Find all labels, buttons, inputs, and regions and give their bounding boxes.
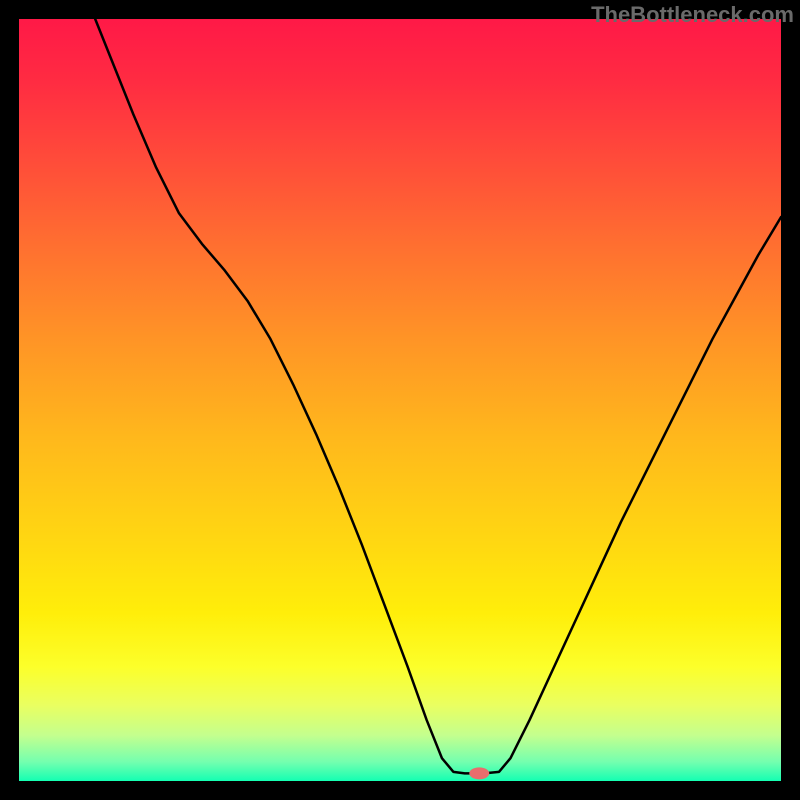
minimum-marker — [469, 767, 489, 779]
bottleneck-chart-container: TheBottleneck.com — [0, 0, 800, 800]
chart-svg — [0, 0, 800, 800]
plot-background — [19, 19, 781, 781]
